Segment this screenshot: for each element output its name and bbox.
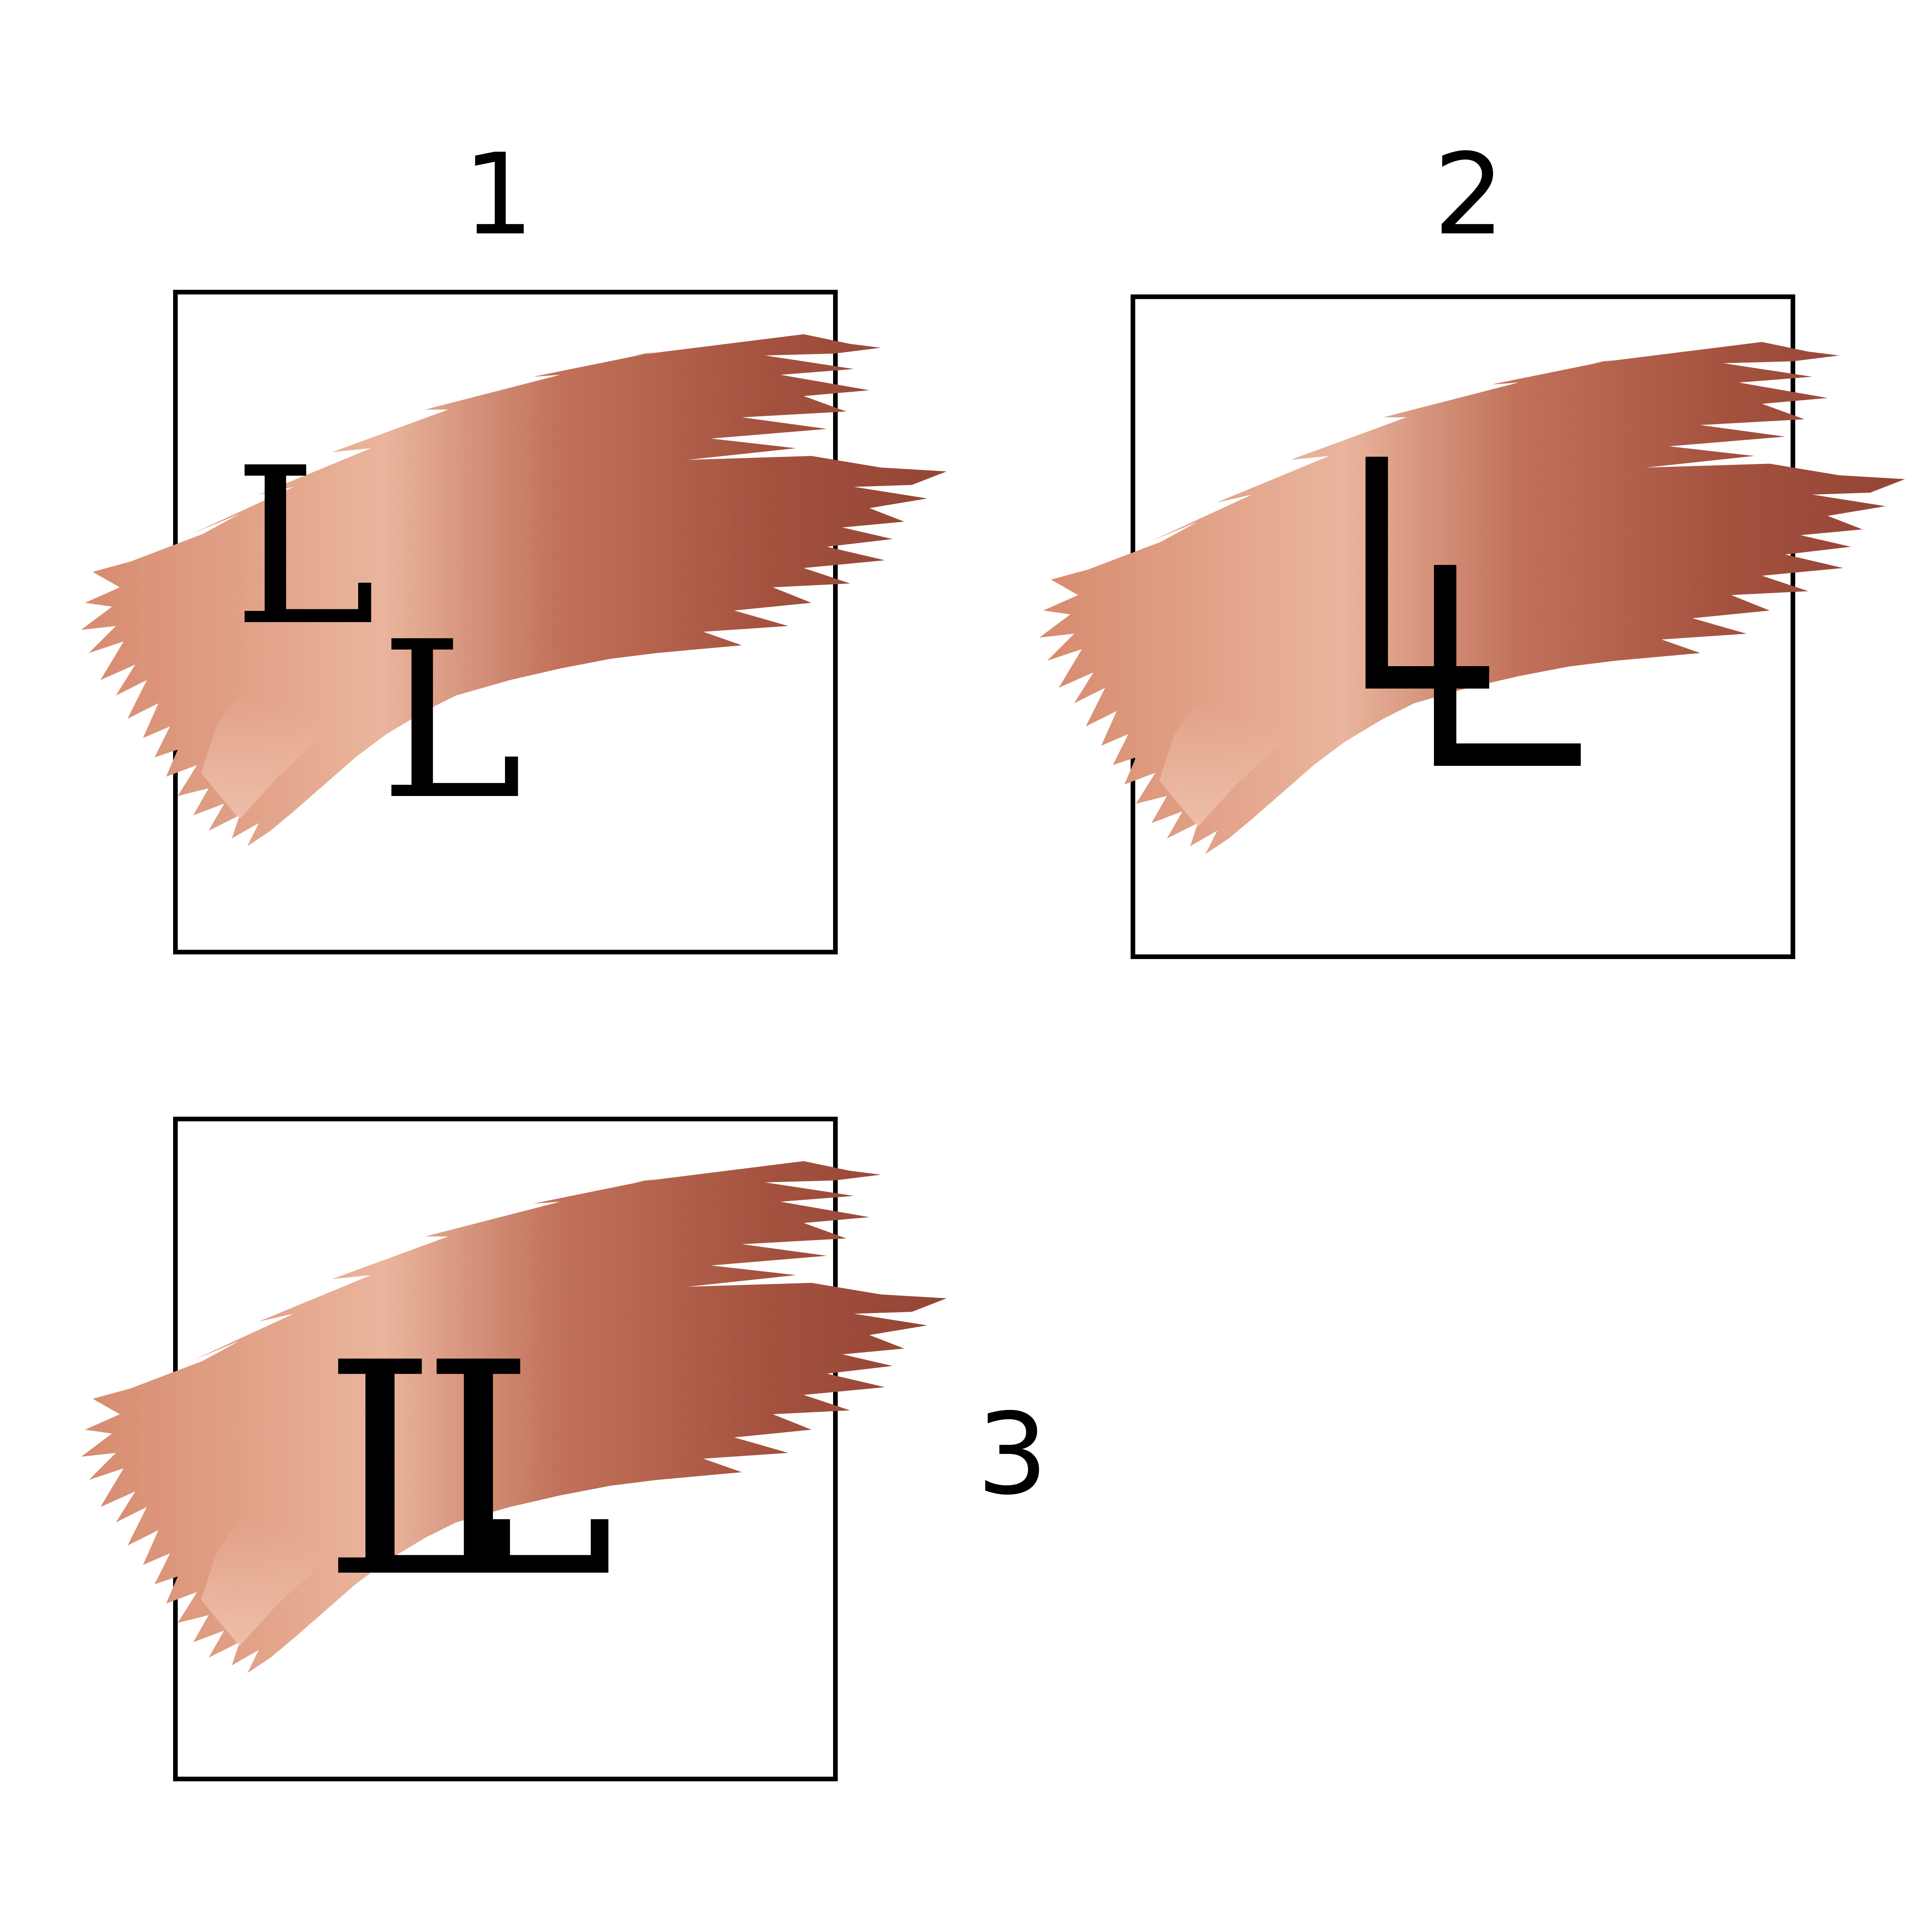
monogram-1-letter-2: L (379, 595, 523, 847)
monogram-3: LL (322, 1301, 705, 1642)
option-number-3: 3 (976, 1389, 1048, 1520)
option-number-2: 2 (1433, 130, 1505, 260)
monogram-letter-3: LL (322, 1301, 609, 1642)
monogram-1: LL (233, 422, 523, 847)
monogram-letters-2 (1366, 457, 1581, 766)
monogram-2 (1366, 457, 1581, 766)
option-number-1: 1 (463, 130, 534, 260)
monogram-1-letter-1: L (233, 422, 376, 673)
